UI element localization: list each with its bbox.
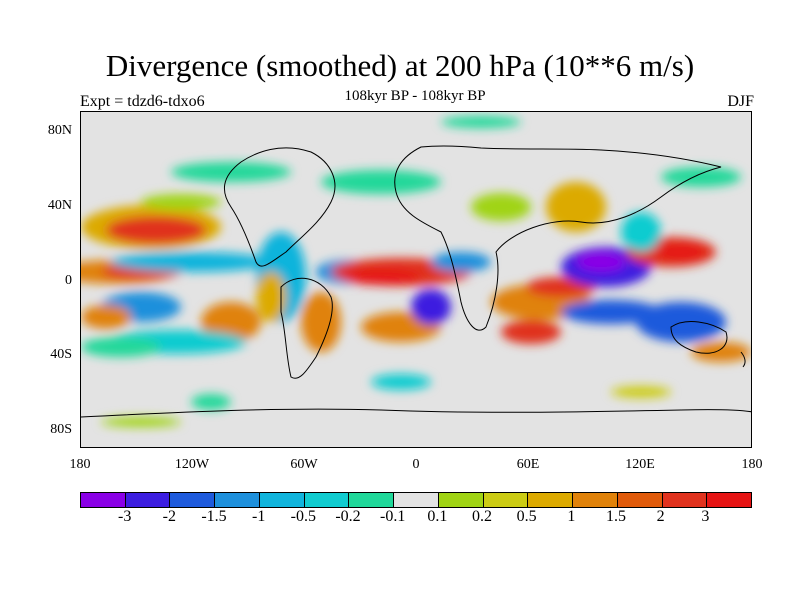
x-tick-120e: 120E xyxy=(625,457,655,472)
colorbar-swatch-9 xyxy=(483,493,529,507)
season-label: DJF xyxy=(727,93,754,110)
y-tick-40n: 40N xyxy=(47,198,72,213)
x-tick-60e: 60E xyxy=(516,457,540,472)
colorbar-label: 1 xyxy=(567,508,576,525)
colorbar-label: 0.5 xyxy=(516,508,537,525)
colorbar-swatch-12 xyxy=(617,493,663,507)
colorbar-swatch-0 xyxy=(81,493,126,507)
colorbar-swatch-3 xyxy=(215,493,260,507)
colorbar-swatch-8 xyxy=(438,493,484,507)
x-tick-60w: 60W xyxy=(290,457,318,472)
colorbar-swatch-5 xyxy=(304,493,350,507)
plot-title: Divergence (smoothed) at 200 hPa (10**6 … xyxy=(105,48,695,83)
coastlines xyxy=(81,145,751,418)
colorbar-swatch-14 xyxy=(707,493,752,507)
y-tick-40s: 40S xyxy=(50,347,72,362)
x-tick-120w: 120W xyxy=(174,457,210,472)
colorbar-swatch-13 xyxy=(662,493,708,507)
colorbar-label: -0.1 xyxy=(379,508,406,525)
divergence-map xyxy=(80,111,752,448)
plot-subtitle: 108kyr BP - 108kyr BP xyxy=(344,88,486,104)
x-tick-180w: 180 xyxy=(69,457,91,472)
colorbar-label: -0.2 xyxy=(335,508,361,525)
x-tick-0: 0 xyxy=(412,457,420,472)
colorbar-label: 3 xyxy=(701,508,710,525)
colorbar-swatch-7 xyxy=(394,493,439,507)
y-tick-0: 0 xyxy=(65,273,72,288)
experiment-label: Expt = tdzd6-tdxo6 xyxy=(80,93,205,110)
colorbar-label: -1.5 xyxy=(201,508,227,525)
colorbar-label: 0.2 xyxy=(472,508,492,525)
colorbar-label: -1 xyxy=(251,508,266,525)
colorbar-label: 0.1 xyxy=(427,508,448,525)
divergence-field xyxy=(81,116,751,427)
colorbar-label: -0.5 xyxy=(290,508,316,525)
colorbar-swatch-6 xyxy=(349,493,395,507)
colorbar-swatch-1 xyxy=(125,493,171,507)
colorbar-label: 2 xyxy=(656,508,665,525)
colorbar-swatch-11 xyxy=(573,493,618,507)
colorbar-swatch-4 xyxy=(259,493,305,507)
colorbar-label: -2 xyxy=(162,508,176,525)
colorbar xyxy=(80,492,752,508)
x-tick-180e: 180 xyxy=(741,457,763,472)
colorbar-swatch-10 xyxy=(528,493,574,507)
colorbar-swatch-2 xyxy=(170,493,216,507)
y-tick-80n: 80N xyxy=(47,123,72,138)
colorbar-label: -3 xyxy=(117,508,132,525)
colorbar-labels: -3 -2 -1.5 -1 -0.5 -0.2 -0.1 0.1 0.2 0.5 1 1.5 2 3 xyxy=(80,508,750,528)
y-tick-80s: 80S xyxy=(50,422,72,437)
map-field xyxy=(81,112,751,447)
colorbar-label: 1.5 xyxy=(606,508,626,525)
